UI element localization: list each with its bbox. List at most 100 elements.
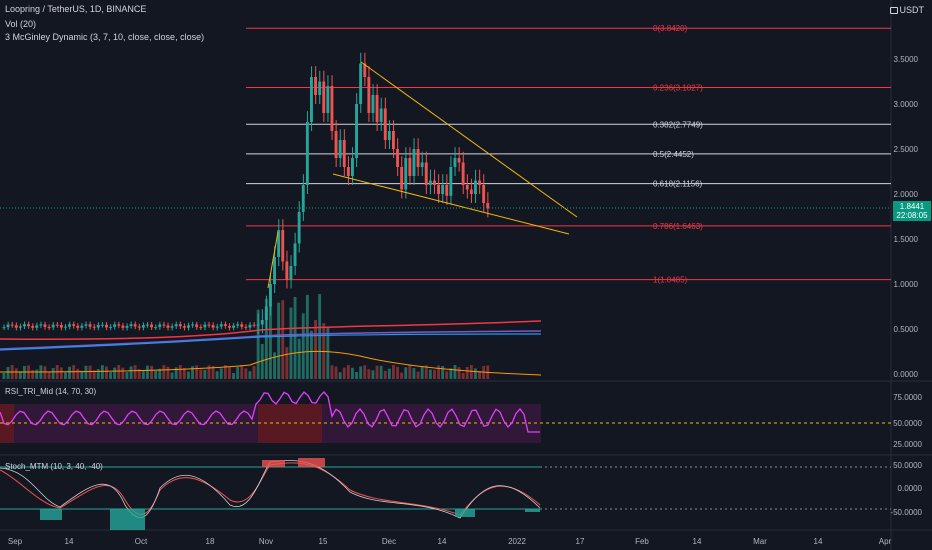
volume-bar: [88, 365, 92, 379]
candle-body: [486, 203, 490, 209]
time-tick-label: Dec: [382, 537, 396, 546]
candle-body: [72, 324, 76, 326]
symbol-title[interactable]: Loopring / TetherUS, 1D, BINANCE: [5, 4, 147, 14]
volume-bar: [293, 296, 297, 379]
candle-body: [445, 185, 449, 196]
candle-body: [383, 108, 387, 140]
stoch-axis: 50.0000 0.0000 -50.0000: [890, 461, 922, 517]
fib-level-label: 0.236(3.1827): [653, 84, 703, 93]
rsi-legend[interactable]: RSI_TRI_Mid (14, 70, 30): [5, 387, 97, 396]
time-tick-label: 14: [438, 537, 447, 546]
candle-body: [2, 327, 6, 329]
candle-body: [412, 149, 416, 176]
wedge-upper-line[interactable]: [360, 61, 578, 218]
candle-body: [293, 243, 297, 266]
volume-bar: [478, 371, 481, 379]
volume-bar: [305, 294, 309, 379]
candle-body: [359, 63, 363, 104]
stoch-tick-label: 50.0000: [893, 461, 922, 470]
currency-toggle[interactable]: USDT: [889, 5, 924, 15]
volume-bars: [2, 294, 490, 379]
candle-body: [47, 326, 51, 328]
volume-bar: [240, 365, 244, 379]
fib-level-label: 0.5(2.4452): [653, 150, 694, 159]
candle-body: [76, 325, 80, 328]
volume-bar: [330, 365, 334, 379]
impulse-line[interactable]: [267, 231, 279, 289]
candle-body: [437, 185, 440, 194]
candle-body: [121, 325, 125, 328]
fib-level-label: 0.382(2.7749): [653, 120, 703, 129]
volume-legend[interactable]: Vol (20): [5, 19, 37, 29]
candle-body: [314, 77, 317, 95]
fibonacci-retracement[interactable]: 0(3.8420) 0.236(3.1827) 0.382(2.7749) 0.5(2…: [246, 24, 891, 285]
volume-bar: [301, 313, 305, 379]
candle-body: [351, 158, 354, 176]
time-tick-label: Mar: [753, 537, 767, 546]
stoch-signal-line: [0, 462, 541, 516]
candle-body: [203, 324, 207, 328]
volume-bar: [195, 365, 199, 379]
candle-body: [367, 77, 371, 113]
candle-body: [465, 185, 469, 190]
volume-bar: [76, 368, 80, 379]
price-tick-label: 0.5000: [894, 325, 919, 334]
stoch-k-line: [0, 460, 541, 519]
stoch-legend[interactable]: Stoch_MTM (10, 3, 40, -40): [5, 462, 103, 471]
candle-body: [228, 325, 231, 328]
stoch-oversold-fill: [110, 509, 145, 530]
volume-bar: [433, 369, 436, 379]
volume-bar: [203, 369, 207, 379]
candle-body: [117, 324, 121, 326]
volume-bar: [269, 304, 272, 379]
time-tick-label: 14: [65, 537, 74, 546]
candle-body: [174, 324, 178, 327]
price-tick-label: 3.5000: [894, 55, 919, 64]
price-axis[interactable]: 3.5000 3.0000 2.5000 2.0000 1.5000 1.0000 0.50…: [894, 55, 919, 379]
candle-body: [191, 324, 194, 326]
volume-bar: [326, 327, 330, 379]
time-tick-label: Apr: [879, 537, 892, 546]
volume-bar: [141, 370, 145, 379]
volume-bar: [35, 369, 39, 379]
candle-body: [277, 230, 281, 257]
volume-bar: [162, 365, 166, 379]
candle-body: [199, 327, 203, 329]
rsi-line-path: [0, 391, 540, 433]
volume-bar: [199, 369, 203, 379]
candle-body: [428, 180, 432, 185]
volume-bar: [109, 372, 112, 379]
candle-body: [400, 167, 404, 190]
candle-body: [223, 324, 227, 326]
volume-bar: [465, 366, 469, 379]
volume-bar: [449, 368, 453, 379]
candle-body: [35, 325, 39, 328]
volume-bar: [211, 366, 215, 379]
volume-bar: [187, 371, 190, 379]
time-tick-label: Oct: [135, 537, 148, 546]
price-tick-label: 1.5000: [894, 235, 919, 244]
mcginley-legend[interactable]: 3 McGinley Dynamic (3, 7, 10, close, clo…: [5, 32, 205, 42]
candle-body: [256, 324, 260, 326]
volume-bar: [80, 370, 84, 379]
volume-bar: [428, 369, 432, 379]
volume-bar: [96, 369, 100, 379]
candle-body: [133, 324, 137, 327]
candle-body: [68, 324, 71, 327]
time-axis[interactable]: Sep 14 Oct 18 Nov 15 Dec 14 2022 17 Feb 14 Mar 14 Apr: [8, 537, 892, 546]
volume-bar: [133, 365, 137, 379]
volume-bar: [273, 352, 276, 379]
candle-body: [166, 325, 170, 328]
volume-bar: [174, 367, 178, 379]
candle-body: [105, 324, 108, 328]
candle-body: [334, 131, 338, 158]
candle-body: [96, 324, 100, 328]
wedge-lower-line[interactable]: [332, 173, 570, 235]
volume-bar: [437, 365, 440, 379]
falling-wedge-drawing[interactable]: [267, 61, 578, 289]
time-tick-label: 14: [693, 537, 702, 546]
volume-bar: [338, 372, 342, 379]
volume-bar: [383, 370, 387, 379]
candle-body: [273, 257, 276, 284]
